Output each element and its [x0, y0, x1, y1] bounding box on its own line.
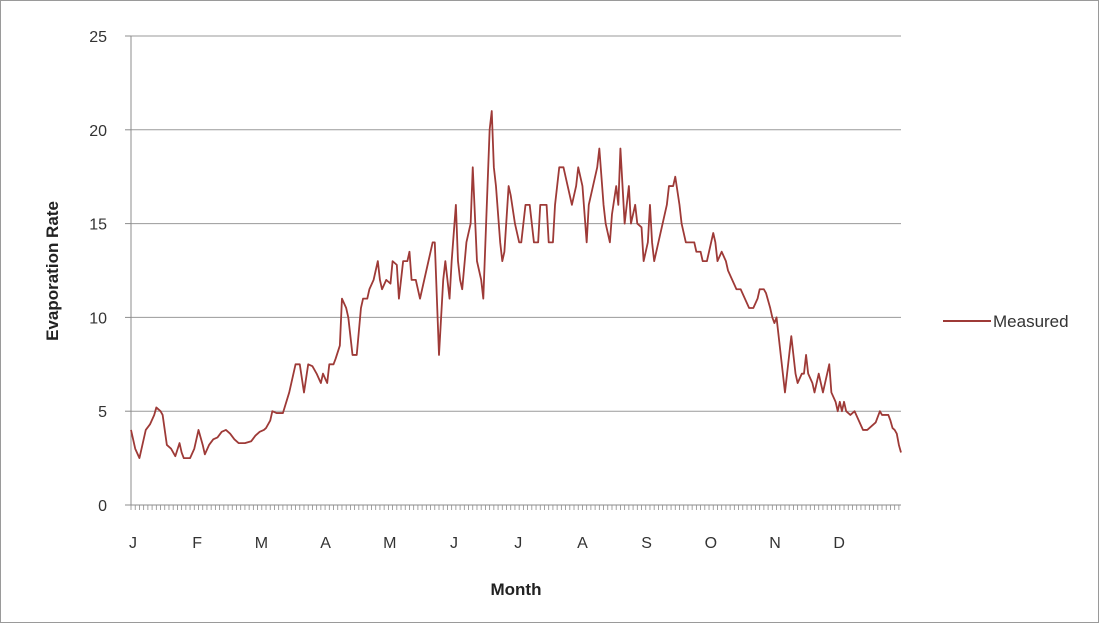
month-label: J: [514, 535, 522, 552]
month-label: M: [383, 535, 396, 552]
month-label: M: [255, 535, 268, 552]
y-tick-label-5: 5: [98, 404, 107, 421]
y-tick-label-0: 0: [98, 498, 107, 515]
x-axis-day-ticks: [130, 505, 900, 510]
x-axis: [130, 36, 901, 510]
month-label: A: [577, 535, 588, 552]
legend-label-measured: Measured: [993, 312, 1069, 331]
y-axis-title: Evaporation Rate: [43, 201, 62, 341]
y-tick-label-10: 10: [89, 310, 107, 327]
y-axis-ticks: 0 5 10 15 20 25: [89, 29, 131, 515]
month-label: N: [769, 535, 781, 552]
month-label: O: [705, 535, 717, 552]
grid-lines: [131, 35, 901, 412]
month-label: D: [833, 535, 845, 552]
x-axis-title: Month: [491, 580, 542, 599]
month-label: J: [129, 535, 137, 552]
legend: Measured: [943, 312, 1069, 331]
y-tick-label-20: 20: [89, 123, 107, 140]
month-label: F: [192, 535, 202, 552]
y-tick-label-25: 25: [89, 29, 107, 46]
series-line-measured: [130, 110, 902, 459]
month-label: A: [320, 535, 331, 552]
series-layer: [130, 110, 902, 459]
month-label: J: [450, 535, 458, 552]
month-label: S: [641, 535, 652, 552]
y-tick-label-15: 15: [89, 217, 107, 234]
